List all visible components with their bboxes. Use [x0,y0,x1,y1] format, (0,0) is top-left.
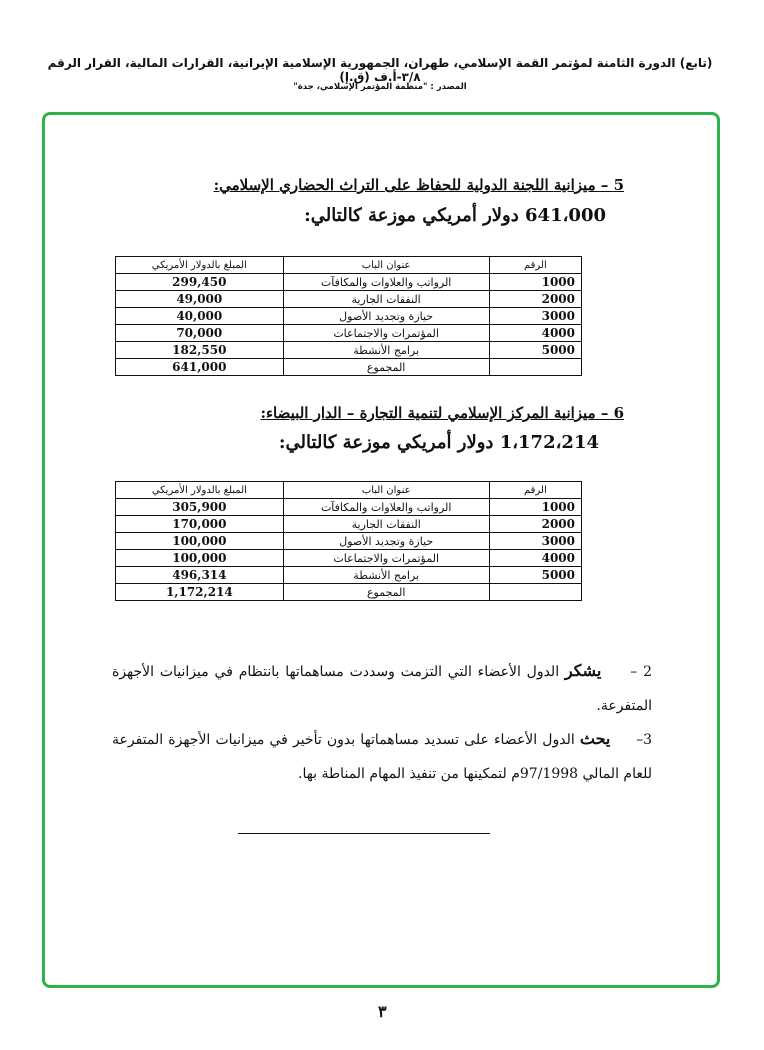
table-total-row: المجموع 1,172,214 [115,583,583,601]
table-total-row: المجموع 641,000 [115,358,583,376]
cell-num: 3000 [488,307,583,325]
cell-num [488,583,583,601]
cell-title: برامج الأنشطة [282,341,490,359]
cell-amt: 170,000 [115,515,284,533]
table-row: 1000 الرواتب والعلاوات والمكافآت 305,900 [115,498,583,516]
cell-num: 2000 [488,515,583,533]
cell-num: 5000 [488,566,583,584]
table-header: الرقم عنوان الباب المبلغ بالدولار الأمري… [115,481,583,499]
cell-title: المؤتمرات والاجتماعات [282,324,490,342]
cell-num: 3000 [488,532,583,550]
cell-amt: 305,900 [115,498,284,516]
cell-title: النفقات الجارية [282,290,490,308]
cell-amt: 496,314 [115,566,284,584]
divider-line [238,833,490,834]
table-row: 5000 برامج الأنشطة 496,314 [115,566,583,584]
cell-amt: 1,172,214 [115,583,284,601]
cell-title: الرواتب والعلاوات والمكافآت [282,498,490,516]
table-row: 3000 حيازة وتجديد الأصول 100,000 [115,532,583,550]
paragraph-3: 3– يحث الدول الأعضاء على تسديد مساهماتها… [112,722,652,791]
cell-title: النفقات الجارية [282,515,490,533]
col-amount: المبلغ بالدولار الأمريكي [115,256,284,274]
cell-num: 4000 [488,324,583,342]
cell-amt: 641,000 [115,358,284,376]
section6-heading: 6 – ميزانية المركز الإسلامي لتنمية التجا… [260,404,624,422]
cell-title: برامج الأنشطة [282,566,490,584]
table-row: 5000 برامج الأنشطة 182,550 [115,341,583,359]
cell-title: الرواتب والعلاوات والمكافآت [282,273,490,291]
col-title: عنوان الباب [282,481,490,499]
cell-title: المجموع [282,583,490,601]
section5-table: الرقم عنوان الباب المبلغ بالدولار الأمري… [115,256,583,376]
header-title: (تابع) الدورة الثامنة لمؤتمر القمة الإسل… [47,56,713,84]
table-row: 3000 حيازة وتجديد الأصول 40,000 [115,307,583,325]
header-source: المصدر : "منظمة المؤتمر الإسلامي، جدة" [293,82,467,92]
table-row: 1000 الرواتب والعلاوات والمكافآت 299,450 [115,273,583,291]
paragraph-verb: يشكر [564,661,602,680]
col-title: عنوان الباب [282,256,490,274]
paragraph-2: 2 – يشكر الدول الأعضاء التي التزمت وسددت… [112,654,652,723]
cell-amt: 299,450 [115,273,284,291]
cell-amt: 182,550 [115,341,284,359]
cell-num [488,358,583,376]
cell-title: حيازة وتجديد الأصول [282,532,490,550]
cell-num: 1000 [488,273,583,291]
cell-amt: 100,000 [115,549,284,567]
col-number: الرقم [488,256,583,274]
table-row: 2000 النفقات الجارية 170,000 [115,515,583,533]
cell-title: المؤتمرات والاجتماعات [282,549,490,567]
cell-num: 5000 [488,341,583,359]
highlight-frame [42,112,720,988]
paragraph-text: الدول الأعضاء على تسديد مساهماتها بدون ت… [112,732,652,782]
section5-heading: 5 – ميزانية اللجنة الدولية للحفاظ على ال… [213,176,624,194]
paragraph-number: 3– [636,732,652,748]
table-row: 2000 النفقات الجارية 49,000 [115,290,583,308]
col-amount: المبلغ بالدولار الأمريكي [115,481,284,499]
paragraph-verb: يحث [579,729,611,748]
cell-title: المجموع [282,358,490,376]
table-header: الرقم عنوان الباب المبلغ بالدولار الأمري… [115,256,583,274]
cell-num: 2000 [488,290,583,308]
cell-num: 1000 [488,498,583,516]
cell-amt: 40,000 [115,307,284,325]
section6-table: الرقم عنوان الباب المبلغ بالدولار الأمري… [115,481,583,601]
section5-total-line: 641،000 دولار أمريكي موزعة كالتالي: [304,205,606,226]
col-number: الرقم [488,481,583,499]
section6-total-line: 1،172،214 دولار أمريكي موزعة كالتالي: [278,432,599,453]
cell-title: حيازة وتجديد الأصول [282,307,490,325]
cell-amt: 100,000 [115,532,284,550]
page-number: ٣ [378,1002,387,1021]
paragraph-text: الدول الأعضاء التي التزمت وسددت مساهماته… [112,664,652,714]
table-row: 4000 المؤتمرات والاجتماعات 100,000 [115,549,583,567]
table-row: 4000 المؤتمرات والاجتماعات 70,000 [115,324,583,342]
cell-amt: 49,000 [115,290,284,308]
paragraph-number: 2 – [630,664,652,680]
cell-num: 4000 [488,549,583,567]
cell-amt: 70,000 [115,324,284,342]
